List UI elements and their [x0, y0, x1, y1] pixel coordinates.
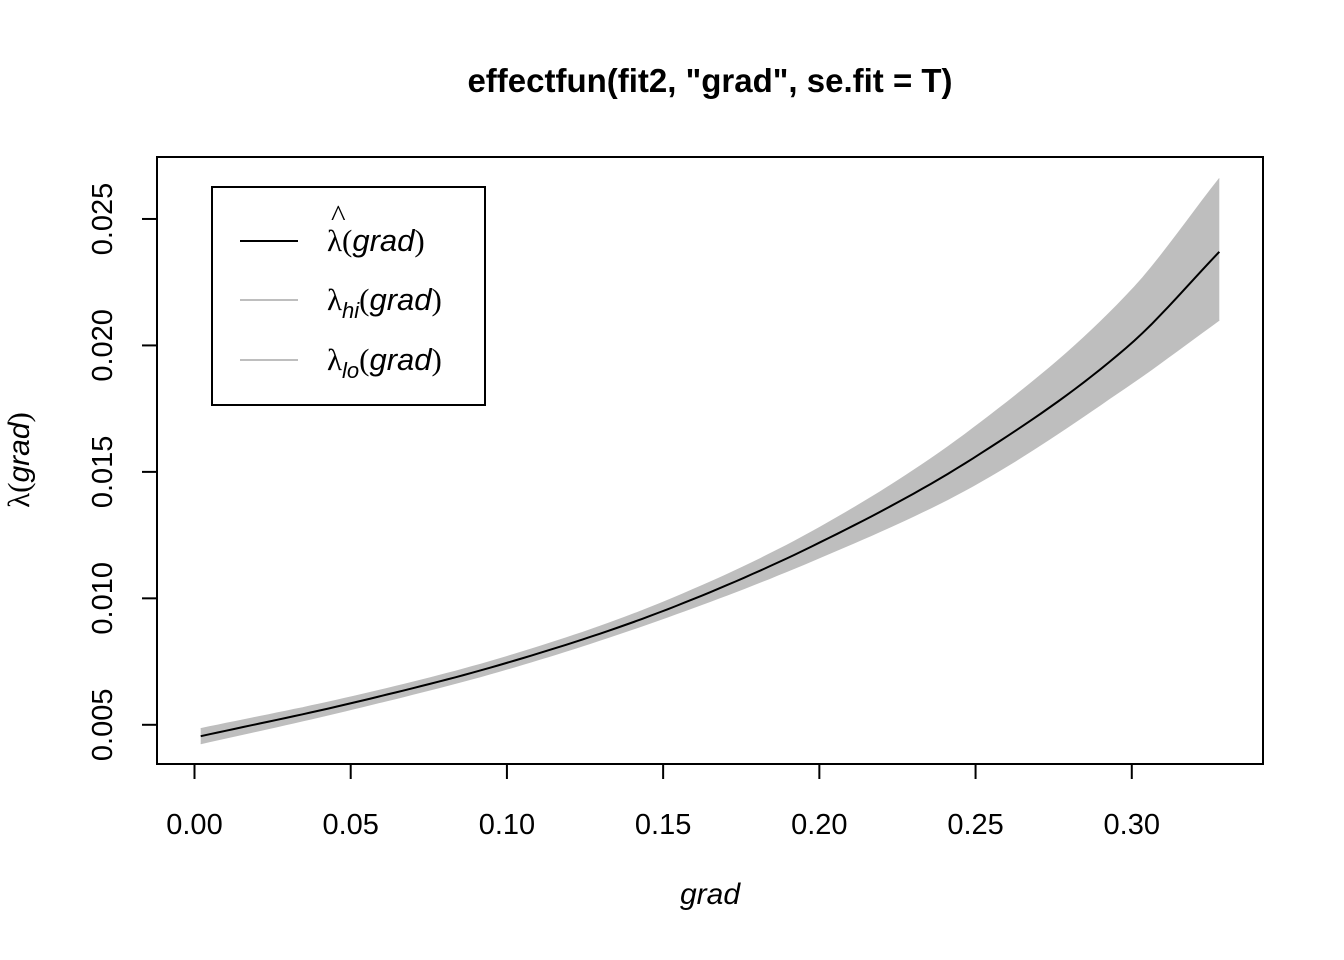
y-axis-label-symbol: λ [1, 493, 36, 508]
x-tick-label: 0.25 [947, 809, 1003, 841]
x-tick-label: 0.00 [166, 809, 222, 841]
y-tick-label: 0.020 [87, 309, 119, 382]
x-axis-label: grad [680, 878, 741, 911]
confidence-band [200, 178, 1220, 745]
y-tick-label: 0.025 [87, 183, 119, 256]
y-tick-label: 0.005 [87, 689, 119, 762]
legend-label: λhi(grad) [327, 282, 442, 323]
series-line-lower [200, 319, 1220, 745]
x-tick-label: 0.05 [322, 809, 378, 841]
y-axis: 0.005 0.010 0.015 0.020 0.025 [87, 183, 158, 762]
series-line-estimate [200, 251, 1221, 738]
estimate-line [200, 251, 1221, 738]
x-tick-label: 0.30 [1104, 809, 1160, 841]
y-tick-label: 0.010 [87, 562, 119, 635]
x-tick-label: 0.15 [635, 809, 691, 841]
y-axis-label: λ(grad) [1, 412, 36, 508]
x-tick-label: 0.20 [791, 809, 847, 841]
chart-title: effectfun(fit2, "grad", se.fit = T) [467, 62, 952, 99]
y-tick-label: 0.015 [87, 436, 119, 509]
legend-box [211, 186, 486, 406]
legend-hat: ^ [331, 198, 346, 233]
x-axis: 0.00 0.05 0.10 0.15 0.20 0.25 0.30 [166, 763, 1160, 841]
legend-label: λlo(grad) [327, 342, 442, 383]
y-axis-label-arg: grad [3, 421, 36, 482]
x-tick-label: 0.10 [479, 809, 535, 841]
series-line-upper [200, 178, 1220, 730]
legend-label: λ(grad) [327, 223, 425, 258]
legend: λ(grad)^ λhi(grad) λlo(grad) [211, 186, 486, 406]
